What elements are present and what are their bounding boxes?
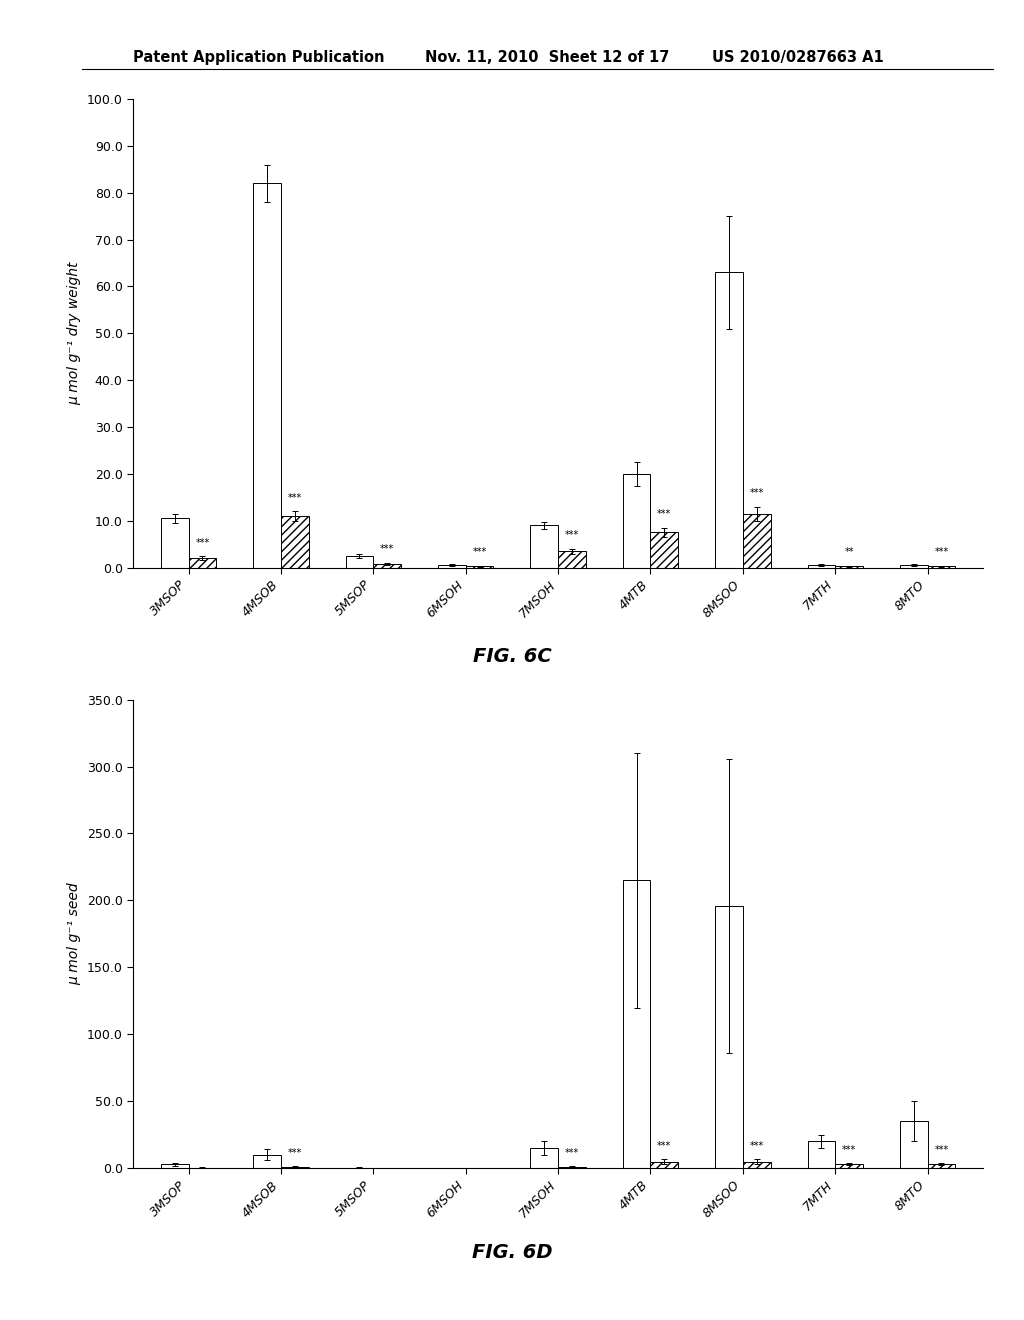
Bar [900,1121,928,1168]
Text: FIG. 6C: FIG. 6C [473,647,551,665]
Text: Patent Application Publication: Patent Application Publication [133,50,385,65]
Bar [715,272,742,568]
Text: ***: *** [934,1144,948,1155]
Bar [836,566,863,568]
Text: ***: *** [842,1144,856,1155]
Bar [836,1164,863,1168]
Bar [808,1142,836,1168]
Text: ***: *** [472,548,486,557]
Bar [438,565,466,568]
Bar [928,1164,955,1168]
Bar [900,565,928,568]
Text: ***: *** [934,548,948,557]
Y-axis label: μ mol g⁻¹ seed: μ mol g⁻¹ seed [68,883,81,985]
Bar [281,1167,308,1168]
Bar [650,532,678,568]
Bar [466,566,494,568]
Text: **: ** [845,548,854,557]
Bar [715,906,742,1168]
Bar [742,513,771,568]
Bar [530,1148,558,1168]
Text: ***: *** [565,1148,579,1158]
Text: ***: *** [750,488,764,498]
Bar [374,564,401,568]
Text: ***: *** [750,1140,764,1151]
Bar [161,1164,188,1168]
Y-axis label: μ mol g⁻¹ dry weight: μ mol g⁻¹ dry weight [68,261,81,405]
Bar [253,183,281,568]
Text: ***: *** [288,1148,302,1158]
Text: ***: *** [565,531,579,540]
Text: ***: *** [657,1140,672,1151]
Bar [188,558,216,568]
Bar [928,566,955,568]
Text: ***: *** [288,492,302,503]
Bar [742,1162,771,1168]
Bar [558,552,586,568]
Text: ***: *** [196,539,210,548]
Bar [558,1167,586,1168]
Bar [808,565,836,568]
Text: ***: *** [380,544,394,554]
Text: Nov. 11, 2010  Sheet 12 of 17: Nov. 11, 2010 Sheet 12 of 17 [425,50,670,65]
Bar [346,556,374,568]
Bar [281,516,308,568]
Text: FIG. 6D: FIG. 6D [472,1243,552,1262]
Bar [623,474,650,568]
Text: ***: *** [657,510,672,519]
Bar [253,1155,281,1168]
Bar [530,525,558,568]
Bar [623,880,650,1168]
Bar [161,519,188,568]
Bar [650,1162,678,1168]
Text: US 2010/0287663 A1: US 2010/0287663 A1 [712,50,884,65]
